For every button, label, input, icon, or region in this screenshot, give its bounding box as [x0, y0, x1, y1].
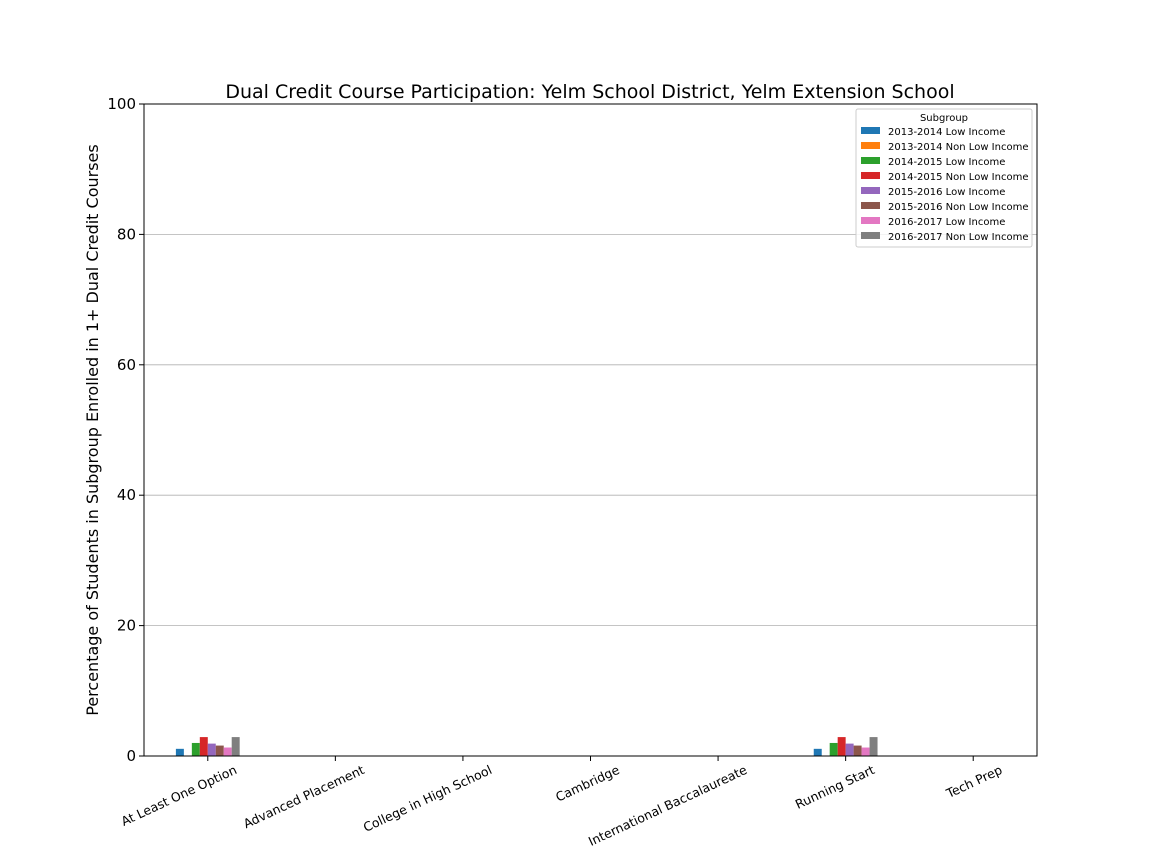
bar: [869, 737, 878, 756]
legend-swatch: [861, 202, 880, 209]
legend-label: 2016-2017 Low Income: [888, 217, 1005, 228]
legend-swatch: [861, 127, 880, 134]
legend-swatch: [861, 217, 880, 224]
chart-title: Dual Credit Course Participation: Yelm S…: [225, 81, 954, 103]
bar: [853, 745, 862, 756]
legend-label: 2015-2016 Non Low Income: [888, 202, 1028, 213]
y-axis-ticks: 0 20 40 60 80 100: [107, 95, 144, 765]
y-tick-label: 40: [117, 486, 136, 504]
legend-swatch: [861, 187, 880, 194]
y-tick-label: 20: [117, 617, 136, 635]
y-axis-label: Percentage of Students in Subgroup Enrol…: [83, 144, 102, 715]
bar: [813, 748, 822, 756]
bar: [837, 737, 846, 756]
y-tick-label: 60: [117, 356, 136, 374]
y-tick-label: 80: [117, 225, 136, 243]
legend-label: 2015-2016 Low Income: [888, 187, 1005, 198]
bar: [191, 742, 200, 756]
bar: [829, 742, 838, 756]
bar: [207, 743, 216, 756]
y-tick-label: 100: [107, 95, 136, 113]
bar: [231, 737, 240, 756]
bar: [861, 747, 870, 756]
legend-swatch: [861, 172, 880, 179]
legend-box: [855, 108, 1033, 248]
legend-label: 2014-2015 Non Low Income: [888, 172, 1028, 183]
bar: [223, 747, 232, 756]
y-tick-label: 0: [126, 747, 136, 765]
bar: [215, 745, 224, 756]
legend-label: 2013-2014 Non Low Income: [888, 142, 1028, 153]
bar: [845, 743, 854, 756]
legend: Subgroup 2013-2014 Low Income 2013-2014 N…: [855, 108, 1033, 248]
legend-swatch: [861, 232, 880, 239]
legend-swatch: [861, 157, 880, 164]
bar: [199, 737, 208, 756]
legend-label: 2016-2017 Non Low Income: [888, 232, 1028, 243]
legend-title: Subgroup: [920, 113, 968, 124]
bar-group: [175, 737, 878, 756]
legend-label: 2014-2015 Low Income: [888, 157, 1005, 168]
legend-items: 2013-2014 Low Income 2013-2014 Non Low In…: [861, 127, 1028, 243]
bar: [175, 748, 184, 756]
legend-swatch: [861, 142, 880, 149]
legend-label: 2013-2014 Low Income: [888, 127, 1005, 138]
